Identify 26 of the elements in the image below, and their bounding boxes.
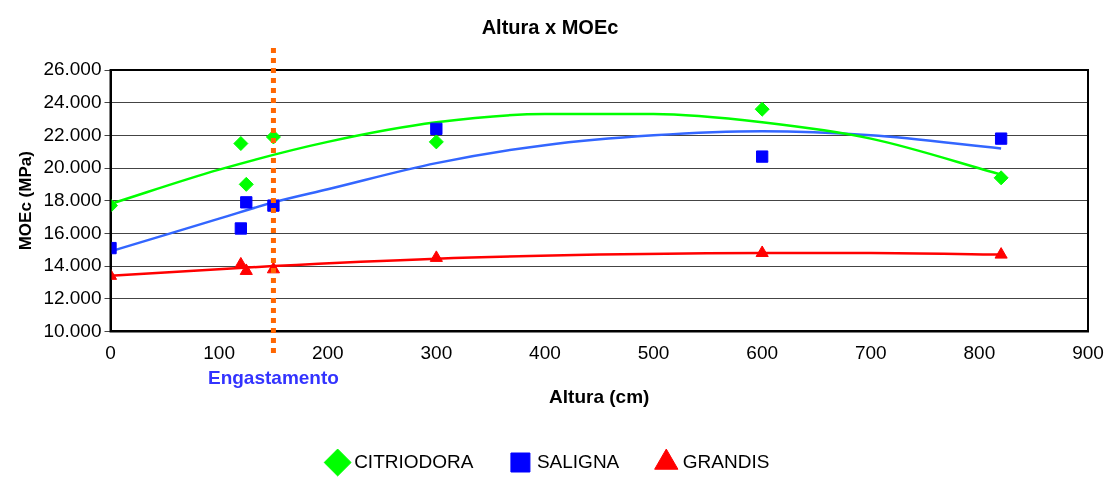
x-tick-label: 0 <box>105 342 116 364</box>
y-tick-label: 12.000 <box>43 286 102 308</box>
x-tick-label: 400 <box>529 342 561 364</box>
y-tick-label: 16.000 <box>43 221 102 243</box>
y-tick-label: 22.000 <box>43 123 102 145</box>
ref-line-label: Engastamento <box>207 367 339 389</box>
x-tick-label: 300 <box>420 342 453 364</box>
y-tick-label: 26.000 <box>43 58 102 80</box>
x-tick-label: 900 <box>1072 342 1104 364</box>
x-tick-label: 800 <box>963 342 996 364</box>
x-axis-title: Altura (cm) <box>549 385 650 407</box>
legend-label: SALIGNA <box>536 450 620 472</box>
y-axis-title: MOEc (MPa) <box>15 151 35 251</box>
x-tick-label: 700 <box>854 342 887 364</box>
x-tick-label: 500 <box>637 342 670 364</box>
x-tick-label: 100 <box>203 342 235 364</box>
legend-label: GRANDIS <box>682 450 770 472</box>
legend-label: CITRIODORA <box>354 450 474 472</box>
y-tick-label: 20.000 <box>43 156 102 178</box>
y-tick-label: 24.000 <box>43 90 102 112</box>
x-tick-label: 200 <box>311 342 344 364</box>
chart-title: Altura x MOEc <box>481 15 619 38</box>
y-tick-label: 18.000 <box>43 188 102 210</box>
x-tick-label: 600 <box>746 342 779 364</box>
y-tick-label: 14.000 <box>43 254 102 276</box>
y-tick-label: 10.000 <box>43 319 102 341</box>
